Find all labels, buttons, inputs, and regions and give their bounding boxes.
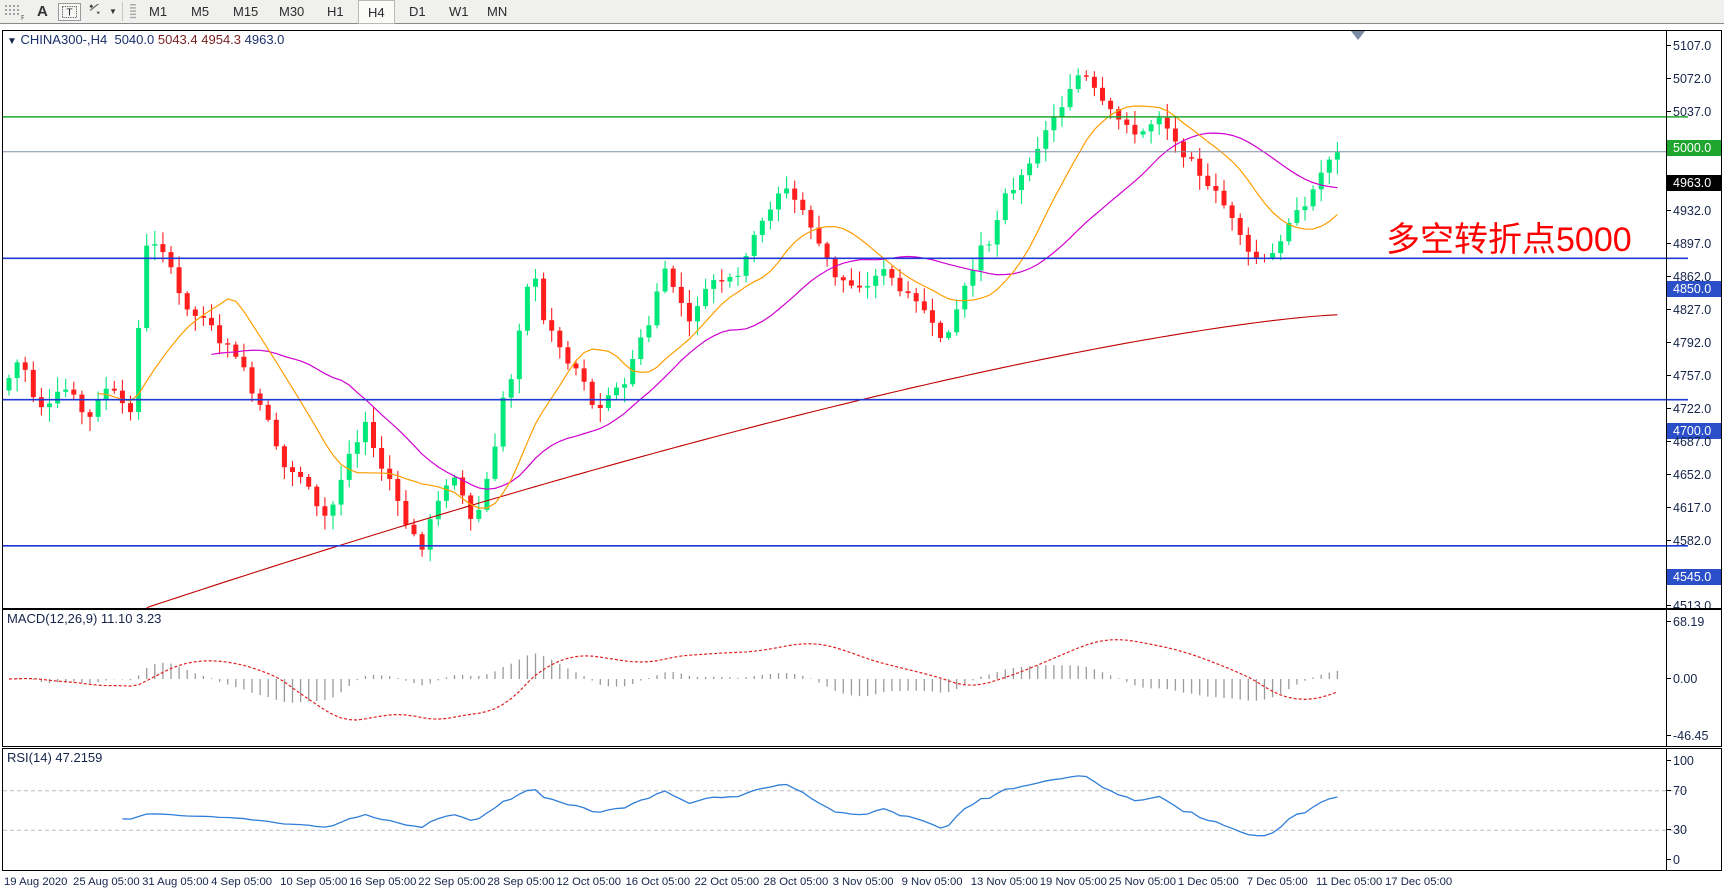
svg-text:T: T <box>66 8 72 19</box>
svg-text:F: F <box>21 15 24 20</box>
